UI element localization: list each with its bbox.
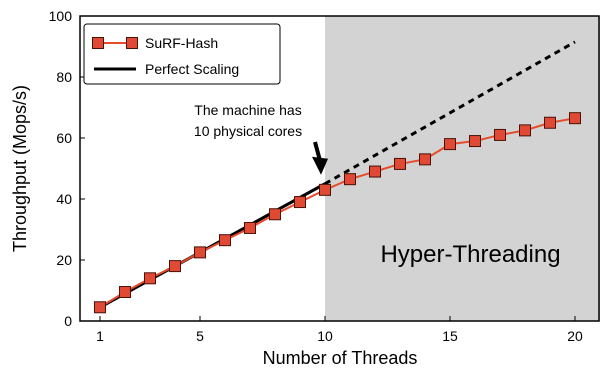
annotation-arrow-head [312, 156, 328, 175]
surf-hash-point [469, 135, 481, 148]
hyperthreading-region [325, 16, 600, 321]
surf-hash-point [519, 124, 531, 137]
series-layer [94, 40, 581, 314]
surf-hash-point [194, 246, 206, 259]
y-tick-label: 40 [56, 191, 72, 207]
surf-hash-point [119, 286, 131, 299]
surf-hash-point [344, 173, 356, 186]
surf-hash-point [569, 112, 581, 125]
x-tick-label: 10 [317, 328, 333, 344]
annotation-line-1: The machine has [194, 102, 301, 118]
annotation-arrow-shaft [313, 141, 322, 162]
surf-hash-point [244, 221, 256, 234]
legend-entry-surf-hash [92, 37, 138, 49]
surf-hash-point [319, 183, 331, 196]
legend: SuRF-Hash Perfect Scaling [83, 23, 281, 85]
surf-hash-point [94, 301, 106, 314]
annotation-arrow [312, 141, 328, 175]
legend-label-perfect-scaling: Perfect Scaling [145, 61, 239, 77]
y-tick-label: 60 [56, 130, 72, 146]
y-tick-label: 100 [49, 8, 73, 24]
legend-label-surf-hash: SuRF-Hash [145, 35, 218, 51]
x-tick-label: 15 [442, 328, 458, 344]
surf-hash-point [494, 128, 506, 141]
surf-hash-point [294, 196, 306, 209]
annotation-line-2: 10 physical cores [194, 123, 302, 139]
legend-marker-surf-hash [92, 37, 104, 49]
surf-hash-point [544, 116, 556, 129]
y-tick-label: 20 [56, 252, 72, 268]
y-tick-label: 0 [64, 313, 72, 329]
x-tick-label: 20 [567, 328, 583, 344]
y-tick-label: 80 [56, 69, 72, 85]
x-tick-label: 5 [196, 328, 204, 344]
surf-hash-point [219, 234, 231, 247]
surf-hash-point [444, 138, 456, 151]
perfect-scaling-dashed-line [324, 40, 576, 186]
surf-hash-point [144, 272, 156, 285]
x-tick-label: 1 [96, 328, 104, 344]
legend-marker-surf-hash [126, 37, 138, 49]
surf-hash-point [169, 260, 181, 273]
plot-frame [79, 15, 600, 322]
x-axis-label: Number of Threads [263, 348, 418, 368]
surf-hash-point [269, 208, 281, 221]
surf-hash-point [369, 165, 381, 178]
hyperthreading-label: Hyper-Threading [380, 241, 560, 268]
surf-hash-point [394, 157, 406, 170]
y-axis-label: Throughput (Mops/s) [10, 85, 30, 252]
surf-hash-point [419, 153, 431, 166]
